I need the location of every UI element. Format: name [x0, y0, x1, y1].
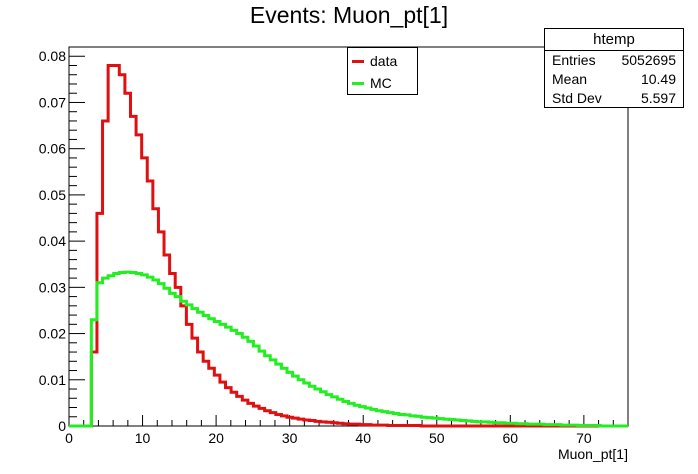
stats-mean-value: 10.49: [640, 71, 676, 87]
legend-swatch-data: [352, 59, 364, 63]
stats-mean-label: Mean: [552, 71, 588, 87]
legend-label-data: data: [370, 53, 398, 69]
stats-entries-value: 5052695: [621, 52, 676, 68]
x-axis-label: Muon_pt[1]: [558, 446, 628, 462]
chart-title: Events: Muon_pt[1]: [249, 2, 449, 28]
x-tick-label: 70: [576, 430, 592, 446]
y-tick-label: 0.07: [39, 94, 66, 110]
stats-std-value: 5.597: [640, 90, 676, 106]
stats-row-std: Std Dev 5.597: [545, 89, 683, 108]
x-tick-label: 40: [355, 430, 371, 446]
y-tick-label: 0.04: [39, 233, 66, 249]
x-tick-label: 50: [429, 430, 445, 446]
stats-box: htemp Entries 5052695 Mean 10.49 Std Dev…: [544, 28, 684, 108]
legend-swatch-mc: [352, 81, 364, 85]
legend: data MC: [347, 47, 418, 95]
x-tick-label: 60: [503, 430, 519, 446]
stats-std-label: Std Dev: [552, 90, 602, 106]
legend-item-mc: MC: [348, 72, 417, 94]
y-tick-label: 0.03: [39, 279, 66, 295]
y-tick-label: 0.06: [39, 141, 66, 157]
stats-entries-label: Entries: [552, 52, 596, 68]
legend-item-data: data: [348, 50, 417, 72]
y-tick-label: 0.08: [39, 48, 66, 64]
y-tick-label: 0.01: [39, 372, 66, 388]
x-axis-ticks: 0 10 20 30 40 50 60 70: [65, 415, 629, 446]
series-group: [69, 63, 628, 428]
stats-row-mean: Mean 10.49: [545, 70, 683, 89]
y-tick-label: 0.05: [39, 187, 66, 203]
legend-label-mc: MC: [370, 75, 392, 91]
y-axis-ticks: 0 0.01 0.02 0.03 0.04 0.05 0.06 0.07 0.08: [39, 46, 85, 434]
y-tick-label: 0.02: [39, 326, 66, 342]
x-tick-label: 20: [208, 430, 224, 446]
stats-title: htemp: [545, 29, 683, 51]
stats-row-entries: Entries 5052695: [545, 51, 683, 70]
series-data-line: [69, 63, 628, 428]
series-mc-line: [69, 270, 628, 428]
y-tick-label: 0: [58, 418, 66, 434]
x-tick-label: 30: [282, 430, 298, 446]
x-tick-label: 0: [65, 430, 73, 446]
x-tick-label: 10: [135, 430, 151, 446]
